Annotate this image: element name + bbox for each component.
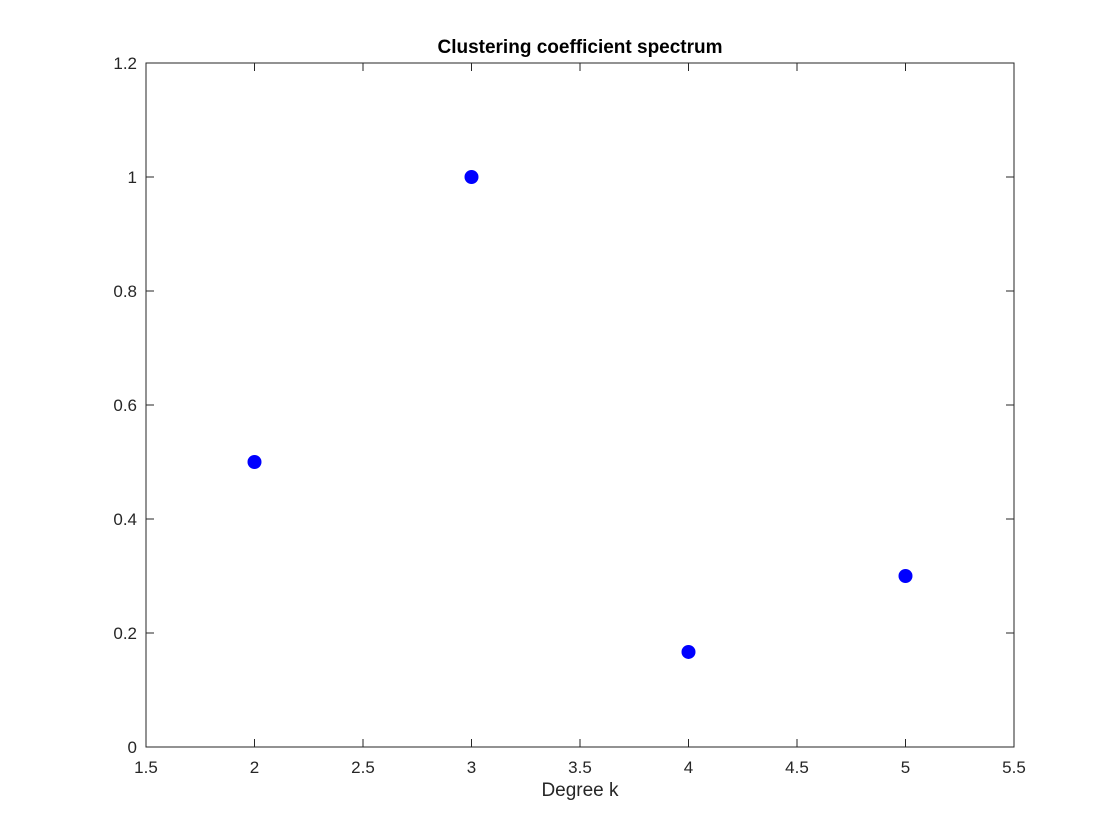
x-tick-label: 3.5 <box>568 758 592 777</box>
y-tick-label: 0.2 <box>113 624 137 643</box>
y-tick-label: 1 <box>128 168 137 187</box>
data-point <box>681 644 696 659</box>
x-tick-label: 2.5 <box>351 758 375 777</box>
x-tick-label: 4.5 <box>785 758 809 777</box>
y-tick-label: 0.8 <box>113 282 137 301</box>
x-tick-label: 1.5 <box>134 758 158 777</box>
points-layer <box>247 170 913 659</box>
x-axis-title: Degree k <box>541 780 619 801</box>
x-tick-label: 5 <box>901 758 910 777</box>
x-tick-label: 2 <box>250 758 259 777</box>
ticks-layer: 1.5 2 2.5 3 3.5 4 4.5 5 5.5 0 0.2 0.4 0.6 0.8 1 1.2 <box>113 54 1025 777</box>
y-tick-label: 0 <box>128 738 137 757</box>
y-tick-label: 0.6 <box>113 396 137 415</box>
chart-title: Clustering coefficient spectrum <box>437 37 722 58</box>
data-point <box>464 170 479 184</box>
y-tick-label: 0.4 <box>113 510 137 529</box>
x-tick-label: 3 <box>467 758 476 777</box>
y-tick-label: 1.2 <box>113 54 137 73</box>
data-point <box>898 569 913 583</box>
data-point <box>247 455 262 469</box>
x-tick-label: 5.5 <box>1002 758 1026 777</box>
plot-area <box>145 62 1015 748</box>
x-tick-label: 4 <box>684 758 693 777</box>
